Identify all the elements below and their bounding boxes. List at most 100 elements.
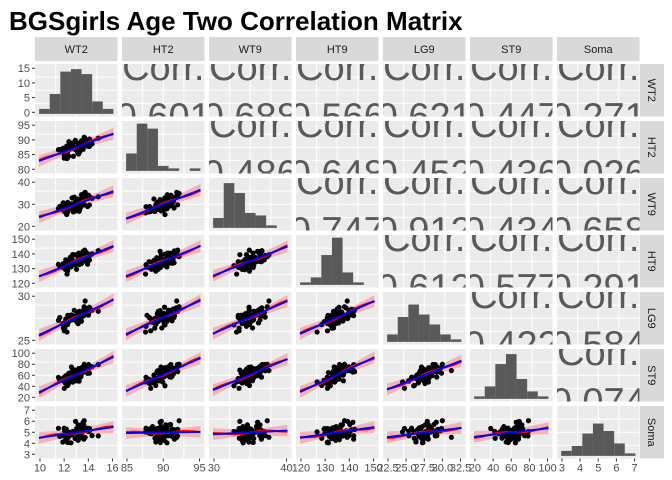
histogram-bar (418, 314, 430, 342)
data-point (314, 329, 320, 335)
data-point (157, 437, 163, 443)
data-point (161, 304, 168, 310)
row-strip-label-wt9: WT9 (645, 193, 657, 216)
row-strip-wt9 (640, 178, 664, 231)
data-point (256, 250, 262, 256)
panel-soma-soma (557, 406, 640, 459)
correlation-label: Corr. (470, 161, 552, 203)
data-point (247, 254, 254, 260)
data-point (266, 367, 272, 374)
col-strip-ht9 (296, 37, 379, 61)
panel-wt9-wt2 (35, 178, 118, 231)
histogram-bar (136, 123, 148, 171)
data-point (164, 252, 170, 258)
histogram-bar (429, 324, 441, 342)
data-point (246, 304, 252, 310)
correlation-value: 0.271 (551, 97, 646, 139)
linear-fit-line (38, 190, 114, 219)
data-point (84, 261, 91, 267)
data-point (249, 325, 256, 331)
histogram-bar (624, 453, 636, 456)
x-tick-label: 80 (523, 463, 535, 475)
x-tick-label: 16 (106, 463, 118, 475)
x-tick-label: 85 (121, 463, 133, 475)
data-point (67, 378, 73, 384)
data-point (175, 202, 181, 208)
histogram-bar (223, 183, 235, 228)
data-point (515, 421, 522, 428)
col-strip-label-ht9: HT9 (327, 44, 348, 56)
data-point (174, 298, 180, 304)
data-point (250, 365, 256, 372)
data-point (151, 196, 157, 202)
x-tick-label: 5 (595, 463, 601, 475)
x-tick-label: 150 (364, 463, 382, 475)
panel-ht2-wt2 (35, 121, 118, 174)
data-point (406, 428, 412, 434)
data-point (167, 202, 173, 208)
data-point (236, 385, 242, 391)
y-tick-label: 15 (18, 63, 30, 75)
panel-wt2-wt9: Corr. 0.688 (203, 64, 298, 139)
x-tick-label: 4 (577, 463, 583, 475)
y-tick-label: 40 (18, 177, 30, 189)
data-point (256, 421, 262, 428)
correlation-label: Corr. (470, 47, 552, 89)
data-point (153, 382, 159, 389)
correlation-value: 0.688 (203, 97, 298, 139)
data-point (235, 312, 241, 318)
data-point (399, 429, 406, 435)
y-tick-label: 6 (24, 416, 30, 428)
y-tick-label: 95 (18, 120, 30, 132)
y-tick-label: 80 (18, 164, 30, 176)
col-strip-label-wt2: WT2 (65, 44, 88, 56)
data-point (448, 434, 454, 440)
data-point (258, 259, 265, 265)
data-point (321, 426, 327, 432)
histogram-bar (234, 193, 245, 228)
data-point (492, 435, 498, 441)
panel-ht2-ht9: Corr. 0.648 (296, 121, 379, 174)
col-strip-wt9 (209, 37, 292, 61)
data-point (417, 368, 423, 374)
data-point (324, 439, 331, 445)
col-strip-label-soma: Soma (584, 44, 614, 56)
data-point (144, 312, 150, 318)
data-point (426, 365, 432, 372)
data-point (237, 367, 243, 373)
histogram-bar (397, 317, 409, 342)
data-point (426, 375, 432, 382)
data-point (242, 426, 248, 432)
correlation-value: 0.074 (551, 382, 646, 424)
data-point (174, 434, 180, 440)
panel-soma-ht2 (122, 406, 205, 459)
correlation-label: Corr. (557, 104, 639, 146)
x-tick-label: 30.0 (432, 463, 453, 475)
data-point (152, 325, 158, 331)
data-point (246, 439, 252, 445)
correlation-value: 0.436 (464, 154, 559, 196)
correlation-value: 0.452 (377, 154, 472, 196)
panel-wt9-ht2 (122, 178, 205, 231)
data-point (344, 434, 350, 440)
data-point (421, 378, 427, 384)
row-strip-label-lg9: LG9 (645, 308, 657, 329)
data-point (351, 433, 357, 439)
data-point (161, 437, 167, 443)
data-point (237, 252, 243, 258)
data-point (70, 366, 76, 372)
histogram-bar (300, 282, 311, 285)
x-tick-label: 32.5 (450, 463, 471, 475)
histogram-bar (387, 334, 398, 342)
data-point (242, 267, 248, 273)
correlation-value: 0.621 (377, 97, 472, 139)
correlation-label: Corr. (557, 218, 639, 260)
linear-fit-line (125, 245, 201, 278)
linear-fit-line (38, 356, 114, 394)
data-point (63, 437, 69, 443)
data-point (148, 328, 154, 334)
data-point (75, 424, 82, 430)
data-point (84, 143, 91, 149)
correlation-value: 0.434 (464, 211, 559, 253)
